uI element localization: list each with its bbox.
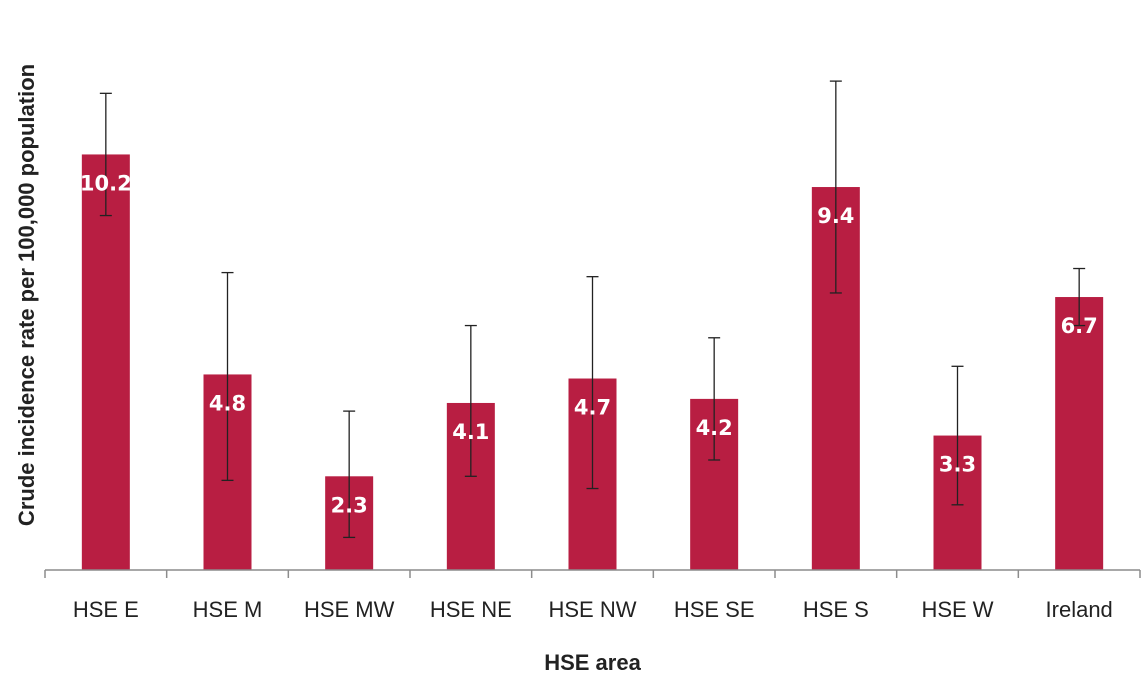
error-bar	[1073, 267, 1086, 327]
error-bar	[99, 92, 112, 217]
data-label: 4.7	[574, 396, 611, 420]
data-label: 6.7	[1061, 314, 1098, 338]
error-bar	[951, 365, 964, 506]
error-bar	[464, 324, 477, 477]
x-axis-ticks	[44, 570, 1141, 578]
data-label: 2.3	[331, 493, 368, 517]
x-tick-label: HSE NE	[430, 597, 512, 622]
y-axis-title: Crude incidence rate per 100,000 populat…	[14, 64, 39, 526]
x-tick-label: HSE NW	[549, 597, 637, 622]
error-bar	[221, 271, 234, 482]
x-tick-label: HSE S	[803, 597, 869, 622]
bar	[1055, 297, 1104, 570]
x-tick-label: Ireland	[1046, 597, 1113, 622]
data-label: 9.4	[817, 204, 854, 228]
x-axis-tick-labels: HSE E HSE M HSE MW HSE NE HSE NW HSE SE HSE S H…	[73, 597, 1113, 622]
data-label: 3.3	[939, 453, 976, 477]
data-label: 10.2	[80, 171, 132, 195]
error-bar	[829, 80, 842, 294]
x-axis-title: HSE area	[544, 650, 641, 673]
plot-area: 10.2 4.8 2.3 4.1 4.7 4.2 9.4 3.3 6.7	[80, 80, 1104, 570]
x-tick-label: HSE W	[921, 597, 993, 622]
data-label: 4.2	[696, 416, 733, 440]
x-tick-label: HSE E	[73, 597, 139, 622]
x-tick-label: HSE MW	[304, 597, 395, 622]
error-bar	[343, 410, 356, 539]
x-tick-label: HSE M	[193, 597, 263, 622]
bar	[81, 154, 130, 570]
error-bar	[708, 337, 721, 461]
data-label: 4.1	[452, 420, 489, 444]
error-bar	[586, 276, 599, 490]
x-tick-label: HSE SE	[674, 597, 755, 622]
data-label: 4.8	[209, 391, 246, 415]
